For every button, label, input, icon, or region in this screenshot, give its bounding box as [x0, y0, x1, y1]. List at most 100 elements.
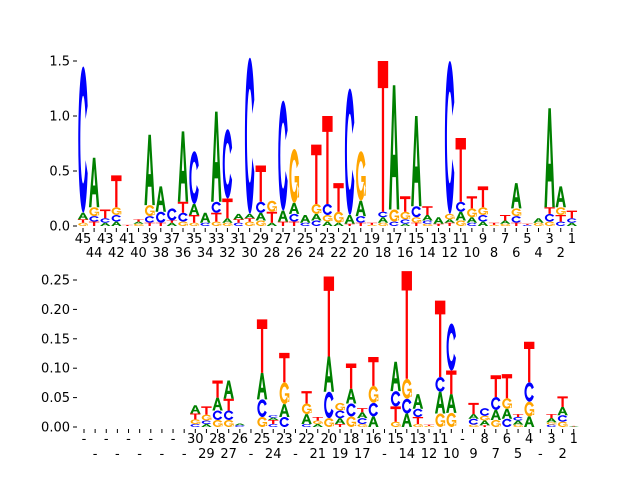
logo-column	[412, 394, 424, 427]
x-tick-label: 6	[512, 246, 520, 261]
logo-letter-G	[312, 420, 323, 425]
logo-column	[256, 319, 268, 427]
logo-column	[222, 129, 233, 226]
x-tick-label: 22	[298, 432, 315, 447]
logo-letter-T	[355, 222, 366, 226]
logo-letter-C	[144, 216, 155, 223]
logo-letter-T	[357, 408, 368, 413]
logo-column	[122, 224, 133, 226]
logo-letter-A	[444, 219, 455, 223]
x-tick-label: 32	[219, 246, 236, 261]
y-tick-label: 0.0	[49, 220, 70, 235]
x-tick-label: -	[82, 432, 87, 447]
x-tick-label: 23	[319, 232, 336, 247]
x-tick-label: 40	[130, 246, 147, 261]
logo-letter-G	[324, 418, 334, 427]
logo-letter-A	[244, 213, 255, 219]
logo-letter-G	[467, 208, 477, 218]
logo-letter-A	[399, 223, 411, 226]
logo-letter-C	[212, 410, 223, 420]
logo-column	[524, 341, 535, 427]
x-tick-label: 4	[534, 246, 542, 261]
logo-letter-C	[368, 402, 379, 417]
x-tick-label: 15	[387, 432, 404, 447]
logo-letter-C	[522, 224, 533, 226]
logo-letter-T	[323, 276, 335, 357]
logo-letter-A	[499, 220, 511, 224]
x-tick-label: 7	[501, 232, 509, 247]
x-tick-label: 2	[558, 447, 566, 462]
x-tick-label: 30	[187, 432, 204, 447]
logo-column	[401, 271, 412, 427]
x-tick-label: 3	[547, 432, 555, 447]
logo-letter-A	[511, 183, 522, 209]
logo-column	[345, 363, 357, 427]
logo-letter-G	[289, 149, 300, 203]
logo-letter-G	[133, 223, 144, 226]
logo-letter-G	[279, 382, 290, 405]
logo-letter-C	[201, 420, 212, 425]
logo-letter-A	[422, 215, 433, 221]
bottom-logo-panel: 0.000.050.100.150.200.25----------302928…	[41, 271, 579, 462]
logo-letter-A	[234, 423, 246, 426]
logo-letter-C	[100, 218, 110, 223]
logo-letter-T	[88, 221, 100, 226]
logo-letter-T	[368, 357, 379, 386]
logo-letter-T	[166, 220, 178, 223]
logo-letter-T	[522, 223, 533, 225]
logo-letter-C	[156, 211, 166, 223]
logo-letter-G	[367, 224, 377, 226]
logo-column	[422, 206, 433, 226]
logo-letter-A	[333, 222, 344, 226]
x-tick-label: 38	[152, 246, 169, 261]
logo-letter-A	[557, 407, 568, 416]
logo-letter-A	[190, 405, 201, 414]
logo-letter-T	[555, 215, 566, 222]
logo-letter-A	[177, 131, 189, 202]
x-tick-label: 17	[354, 447, 371, 462]
logo-letter-T	[190, 413, 201, 420]
logo-letter-G	[178, 221, 188, 226]
logo-letter-A	[466, 217, 478, 223]
logo-letter-G	[422, 223, 433, 226]
x-tick-label: 30	[241, 246, 258, 261]
x-tick-label: 22	[330, 246, 347, 261]
logo-letter-A	[524, 416, 535, 427]
y-tick-label: 0.25	[41, 274, 70, 289]
x-tick-label: 2	[557, 246, 565, 261]
x-tick-label: 9	[469, 447, 477, 462]
logo-letter-A	[111, 221, 122, 226]
logo-letter-T	[100, 209, 111, 219]
logo-letter-A	[412, 394, 424, 409]
logo-column	[279, 352, 290, 427]
logo-column	[301, 391, 312, 427]
logo-letter-G	[311, 204, 322, 214]
logo-column	[223, 380, 234, 427]
logo-column	[499, 215, 511, 226]
logo-letter-C	[546, 424, 557, 427]
x-tick-label: -	[460, 432, 465, 447]
logo-letter-A	[344, 215, 355, 224]
x-tick-label: 21	[309, 447, 326, 462]
logo-column	[512, 414, 524, 427]
x-tick-label: 20	[321, 432, 338, 447]
x-tick-label: 11	[432, 432, 449, 447]
logo-letter-T	[511, 222, 522, 226]
x-tick-label: 23	[276, 432, 293, 447]
logo-letter-C	[390, 391, 401, 407]
x-tick-label: -	[115, 447, 120, 462]
logo-letter-G	[223, 419, 234, 427]
logo-letter-C	[402, 398, 412, 414]
logo-letter-A	[455, 211, 466, 221]
logo-column	[388, 85, 400, 226]
logo-letter-G	[489, 224, 500, 226]
logo-letter-T	[377, 61, 389, 212]
x-tick-label: 5	[514, 447, 522, 462]
logo-letter-C	[190, 424, 200, 427]
logo-column	[155, 186, 166, 226]
logo-letter-A	[345, 388, 357, 404]
x-tick-label: 31	[230, 232, 247, 247]
logo-letter-A	[566, 222, 578, 226]
logo-letter-T	[433, 223, 444, 226]
logo-letter-C	[301, 424, 312, 427]
